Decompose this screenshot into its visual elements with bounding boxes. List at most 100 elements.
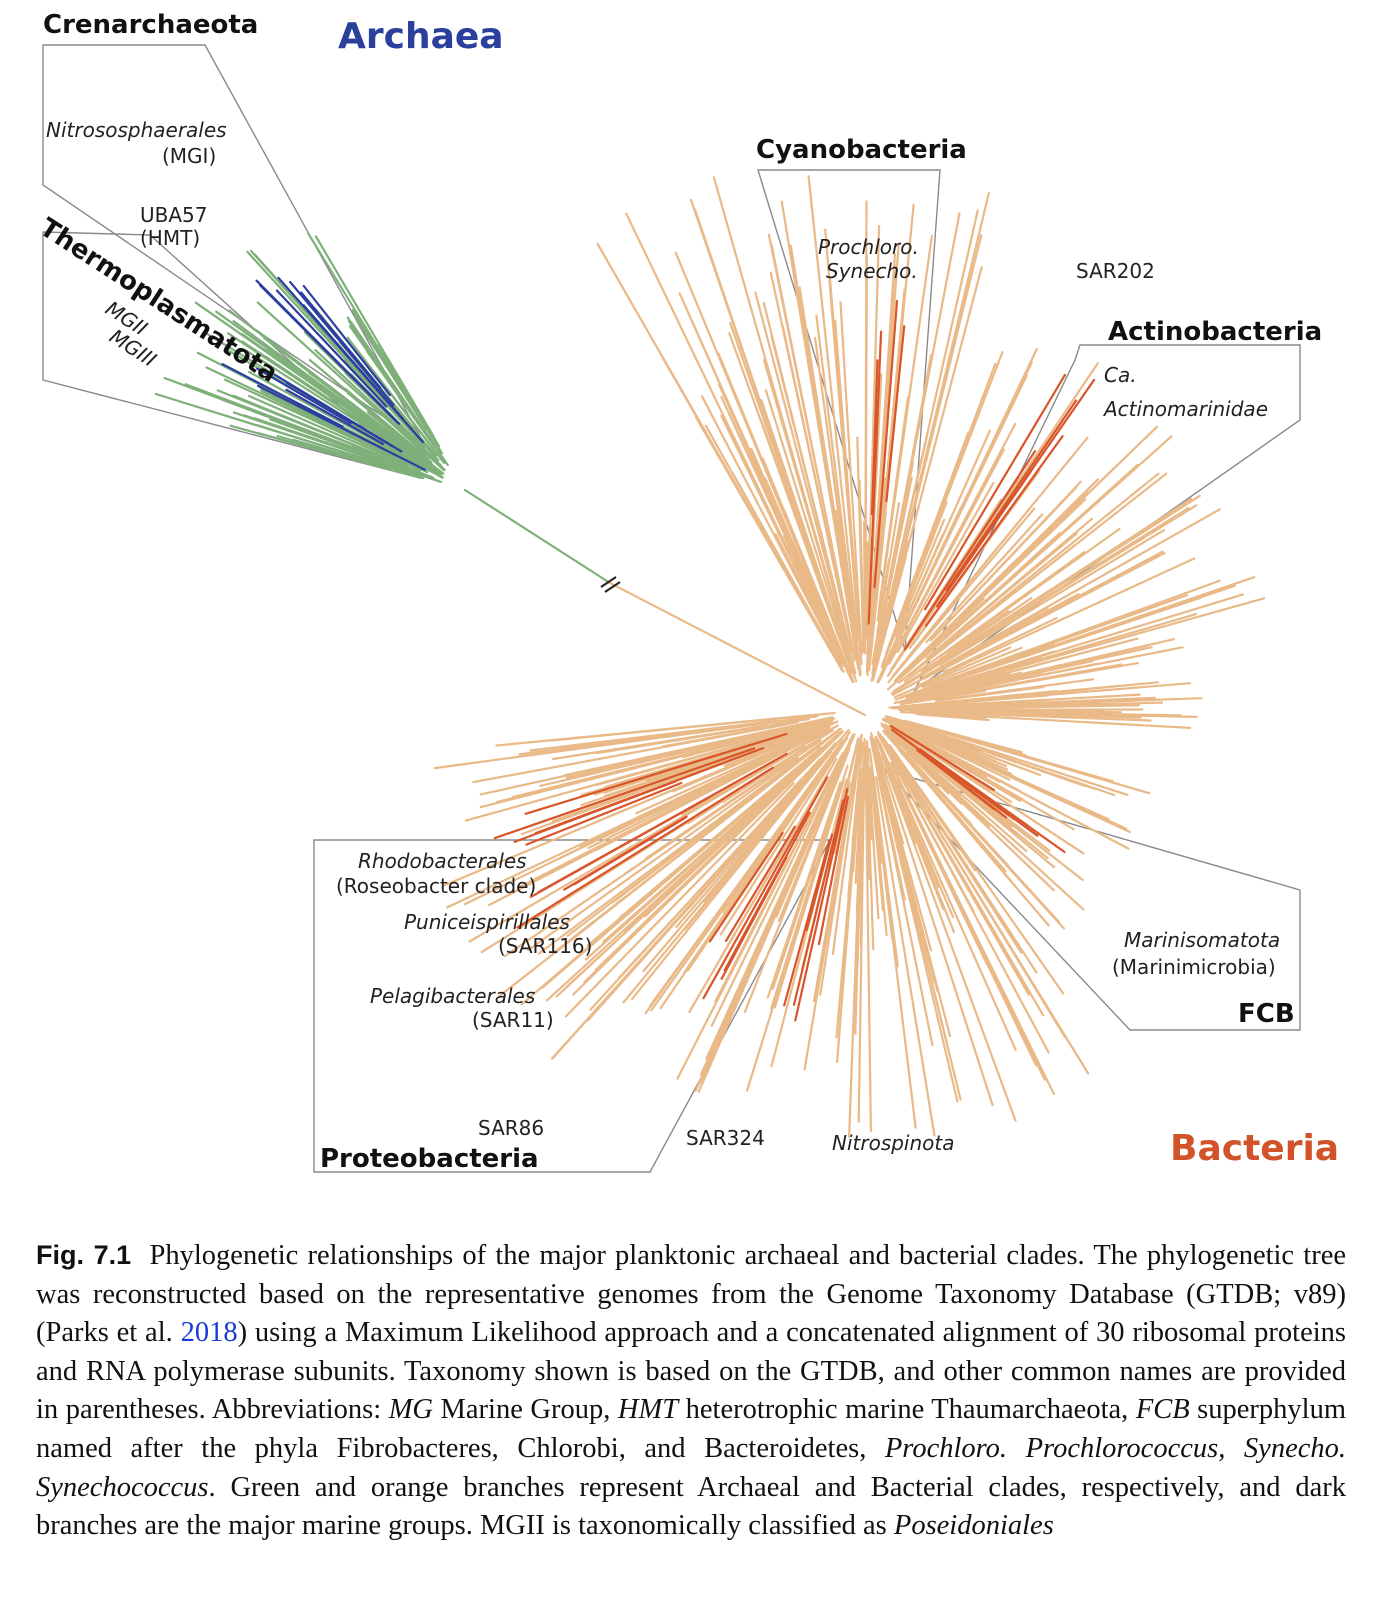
clade-label-mgi: (MGI) xyxy=(162,144,216,168)
cyanobacteria-branch xyxy=(807,175,859,642)
archaea-branch xyxy=(184,383,403,468)
proteobacteria-branch xyxy=(587,748,788,850)
bacteria-branch xyxy=(878,740,1017,1052)
fcb-branch xyxy=(886,729,1085,911)
proteobacteria-branch xyxy=(706,732,765,748)
proteobacteria-branch xyxy=(498,739,827,998)
archaea-branch xyxy=(308,359,418,451)
cyanobacteria-branch xyxy=(770,514,830,635)
proteobacteria-branch xyxy=(468,760,778,943)
proteobacteria-branch xyxy=(495,716,784,747)
actinobacteria-branch xyxy=(939,529,1166,666)
def-mg: Marine Group, xyxy=(433,1394,618,1426)
archaea-marine-branch xyxy=(285,388,385,446)
bacteria-marine-branch xyxy=(493,747,756,840)
clade-label-prochloro: Prochloro. xyxy=(818,235,919,259)
actinobacteria-branch xyxy=(889,362,997,643)
bacteria-branch xyxy=(888,743,1065,995)
clade-label-roseobacter: (Roseobacter clade) xyxy=(336,874,536,898)
actinobacteria-branch xyxy=(921,646,1023,689)
clade-label-nitrospinota: Nitrospinota xyxy=(832,1131,955,1155)
proteobacteria-branch xyxy=(511,717,833,799)
cyanobacteria-branch xyxy=(691,321,830,628)
phylum-label-actinobacteria: Actinobacteria xyxy=(1108,317,1322,347)
bacteria-marine-branch xyxy=(924,435,1064,627)
proteobacteria-branch xyxy=(612,766,791,904)
fcb-branch xyxy=(897,723,994,765)
proteobacteria-branch xyxy=(695,783,800,899)
bacteria-marine-branch xyxy=(817,795,850,946)
bacteria-marine-branch xyxy=(792,799,845,1006)
archaea-branch xyxy=(256,301,431,459)
proteobacteria-branch xyxy=(564,781,795,1018)
cyanobacteria-branch xyxy=(839,301,863,656)
actinobacteria-branch xyxy=(886,547,1047,691)
actinobacteria-branch xyxy=(917,557,1196,687)
cyanobacteria-branch xyxy=(876,234,934,622)
archaea-marine-branch xyxy=(275,289,388,408)
bacteria-branch xyxy=(860,768,865,862)
bacteria-branch xyxy=(875,736,938,881)
cyanobacteria-branch xyxy=(876,353,933,641)
phylogenetic-tree-figure: Archaea Bacteria Crenarchaeota Thermopla… xyxy=(34,10,1339,1174)
bacteria-marine-branch xyxy=(919,748,1066,854)
actinobacteria-branch xyxy=(909,593,1245,698)
actinobacteria-branch xyxy=(924,436,1089,637)
bacteria-marine-branch xyxy=(945,399,1078,592)
bacteria-branch xyxy=(855,773,864,914)
caption-text-2: ) using a Maximum Likelihood approach an… xyxy=(36,1317,1346,1426)
archaea-branch xyxy=(215,310,400,444)
cyanobacteria-branch xyxy=(868,288,906,661)
proteobacteria-branch xyxy=(433,715,818,770)
bacteria-marine-branch xyxy=(794,787,849,1022)
archaea-branch xyxy=(232,320,441,473)
cyanobacteria-branch xyxy=(754,291,857,675)
bacteria-branch xyxy=(865,740,880,920)
bacteria-marine-branch xyxy=(525,781,683,846)
clade-label-sar324: SAR324 xyxy=(686,1126,765,1150)
archaea-branch xyxy=(246,350,437,473)
archaea-branch xyxy=(232,394,393,462)
figure-caption: Fig. 7.1 Phylogenetic relationships of t… xyxy=(36,1236,1346,1546)
proteobacteria-branch xyxy=(551,727,813,823)
proteobacteria-branch xyxy=(633,752,821,934)
bacteria-branch xyxy=(766,781,842,999)
bacteria-marine-branch xyxy=(563,815,688,891)
actinobacteria-branch xyxy=(934,494,1201,666)
bacteria-branch xyxy=(888,747,1023,954)
actinobacteria-branch xyxy=(959,650,1031,678)
proteobacteria-branch xyxy=(716,730,824,787)
cyanobacteria-branch xyxy=(868,510,887,672)
clade-label-marinisomatota: Marinisomatota xyxy=(1124,928,1280,952)
cyanobacteria-branch xyxy=(865,541,869,637)
actinobacteria-branch xyxy=(896,481,995,654)
actinobacteria-branch xyxy=(909,596,1202,696)
cyanobacteria-branch xyxy=(858,479,865,633)
archaea-branch xyxy=(353,314,428,431)
cyanobacteria-branch xyxy=(764,389,858,683)
bacteria-branch xyxy=(631,751,832,1001)
archaea-branch xyxy=(255,424,423,478)
bacteria-marine-branch xyxy=(867,330,883,625)
clade-label-pelagibacterales: Pelagibacterales xyxy=(370,984,535,1008)
bacteria-branch xyxy=(938,673,1011,693)
clade-label-sar86: SAR86 xyxy=(478,1116,544,1140)
actinobacteria-branch xyxy=(929,498,1087,648)
bacteria-branch xyxy=(874,735,945,911)
bacteria-marine-branch xyxy=(805,833,834,932)
clade-label-ca: Ca. xyxy=(1104,363,1137,387)
bacteria-marine-branch xyxy=(885,325,906,503)
clade-label-hmt: (HMT) xyxy=(140,226,200,250)
bacteria-branch xyxy=(877,733,1050,1054)
archaea-branch xyxy=(386,357,434,437)
bacteria-marine-branch xyxy=(516,766,774,929)
citation-link[interactable]: 2018 xyxy=(180,1317,238,1349)
bacteria-branch xyxy=(833,781,851,855)
fcb-branch xyxy=(905,756,933,787)
cyanobacteria-branch xyxy=(836,500,857,635)
bacteria-marine-branch xyxy=(702,776,829,1000)
cyanobacteria-branch xyxy=(872,234,983,676)
abbr-prochloro: Prochloro. Prochlorococcus, xyxy=(884,1432,1226,1464)
archaea-branch xyxy=(248,370,444,479)
archaea-branch xyxy=(246,250,427,448)
